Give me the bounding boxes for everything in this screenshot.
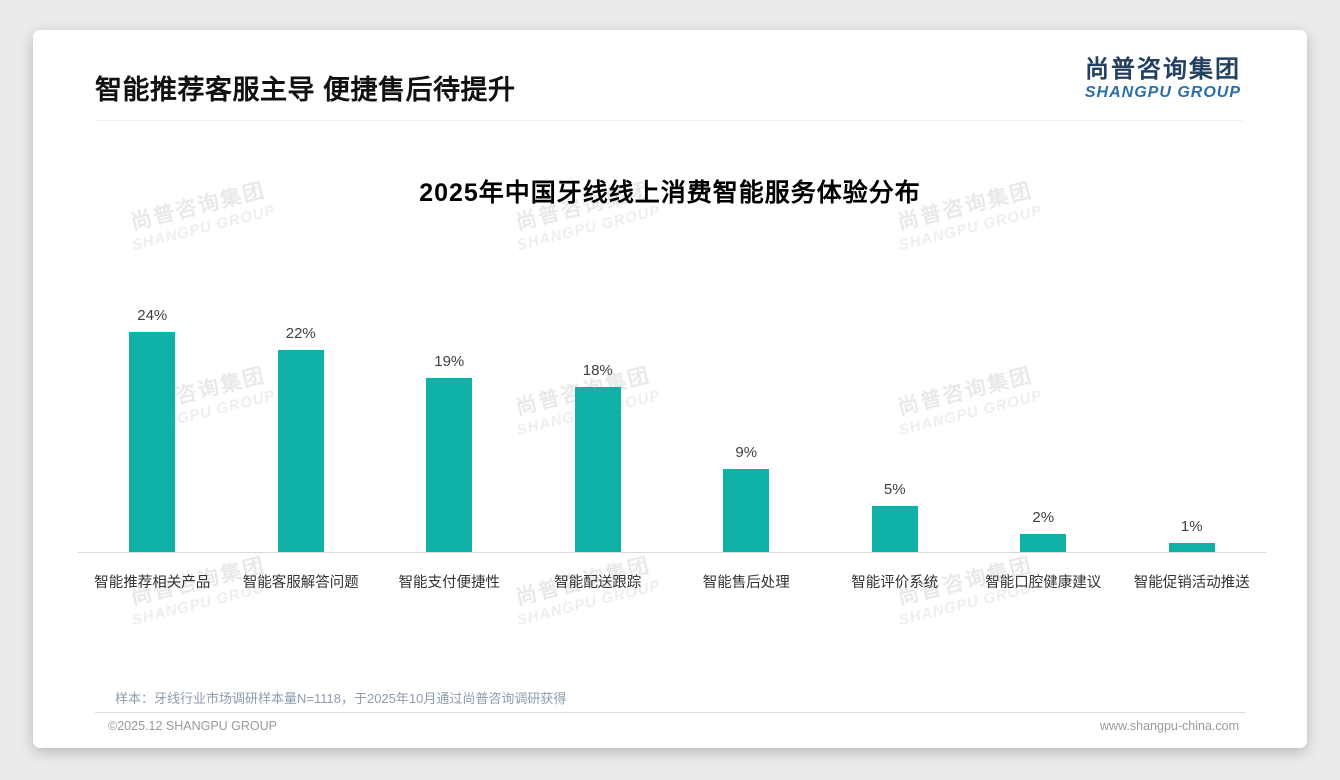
- bar-category-label: 智能售后处理: [702, 575, 790, 591]
- bar-column: 9%: [672, 298, 821, 552]
- copyright-text: ©2025.12 SHANGPU GROUP: [108, 719, 277, 733]
- bar-column: 18%: [524, 298, 673, 552]
- footer-divider: [95, 712, 1245, 713]
- bar-value-label: 22%: [285, 325, 316, 342]
- bar: [871, 506, 918, 552]
- bar-value-label: 2%: [1032, 509, 1055, 526]
- bar-value-label: 19%: [434, 353, 465, 370]
- bar: [1168, 543, 1215, 552]
- page-title: 智能推荐客服主导 便捷售后待提升: [95, 75, 516, 105]
- bar-category-label: 智能支付便捷性: [398, 575, 501, 591]
- bar-category-label: 智能促销活动推送: [1133, 575, 1250, 591]
- bar-value-label: 5%: [883, 481, 906, 498]
- chart-title: 2025年中国牙线线上消费智能服务体验分布: [419, 179, 921, 207]
- bar: [426, 378, 473, 552]
- sample-note: 样本：牙线行业市场调研样本量N=1118，于2025年10月通过尚普咨询调研获得: [115, 691, 567, 706]
- bar: [574, 387, 621, 552]
- bar-value-label: 18%: [582, 362, 613, 379]
- bar: [1020, 534, 1067, 552]
- bar-category-label: 智能配送跟踪: [554, 575, 642, 591]
- bar-column: 2%: [969, 298, 1118, 552]
- bar: [277, 350, 324, 552]
- bar: [129, 332, 176, 552]
- bar: [723, 469, 770, 552]
- report-card: 尚普咨询集团 SHANGPU GROUP 尚普咨询集团 SHANGPU GROUP 尚普…: [33, 30, 1307, 748]
- bar-value-label: 1%: [1180, 518, 1203, 535]
- brand-logo-chinese: 尚普咨询集团: [1085, 56, 1241, 83]
- brand-logo-english: SHANGPU GROUP: [1084, 84, 1241, 101]
- bar-category-label: 智能推荐相关产品: [94, 575, 211, 591]
- bar-chart-plot: 24% 22% 19% 18% 9% 5% 2% 1%: [78, 298, 1266, 553]
- bar-column: 22%: [227, 298, 376, 552]
- bar-chart-category-labels: 智能推荐相关产品 智能客服解答问题 智能支付便捷性 智能配送跟踪 智能售后处理 智能评价系…: [78, 554, 1266, 592]
- bar-value-label: 9%: [735, 444, 758, 461]
- bar-column: 5%: [821, 298, 970, 552]
- brand-logo: 尚普咨询集团 SHANGPU GROUP: [1085, 56, 1241, 102]
- website-url: www.shangpu-china.com: [1100, 719, 1239, 733]
- bar-column: 19%: [375, 298, 524, 552]
- header-divider: [95, 120, 1243, 121]
- bar-category-label: 智能客服解答问题: [242, 575, 359, 591]
- bar-column: 24%: [78, 298, 227, 552]
- bar-value-label: 24%: [137, 307, 168, 324]
- bar-category-label: 智能口腔健康建议: [985, 575, 1102, 591]
- bar-column: 1%: [1118, 298, 1267, 552]
- bar-category-label: 智能评价系统: [851, 575, 939, 591]
